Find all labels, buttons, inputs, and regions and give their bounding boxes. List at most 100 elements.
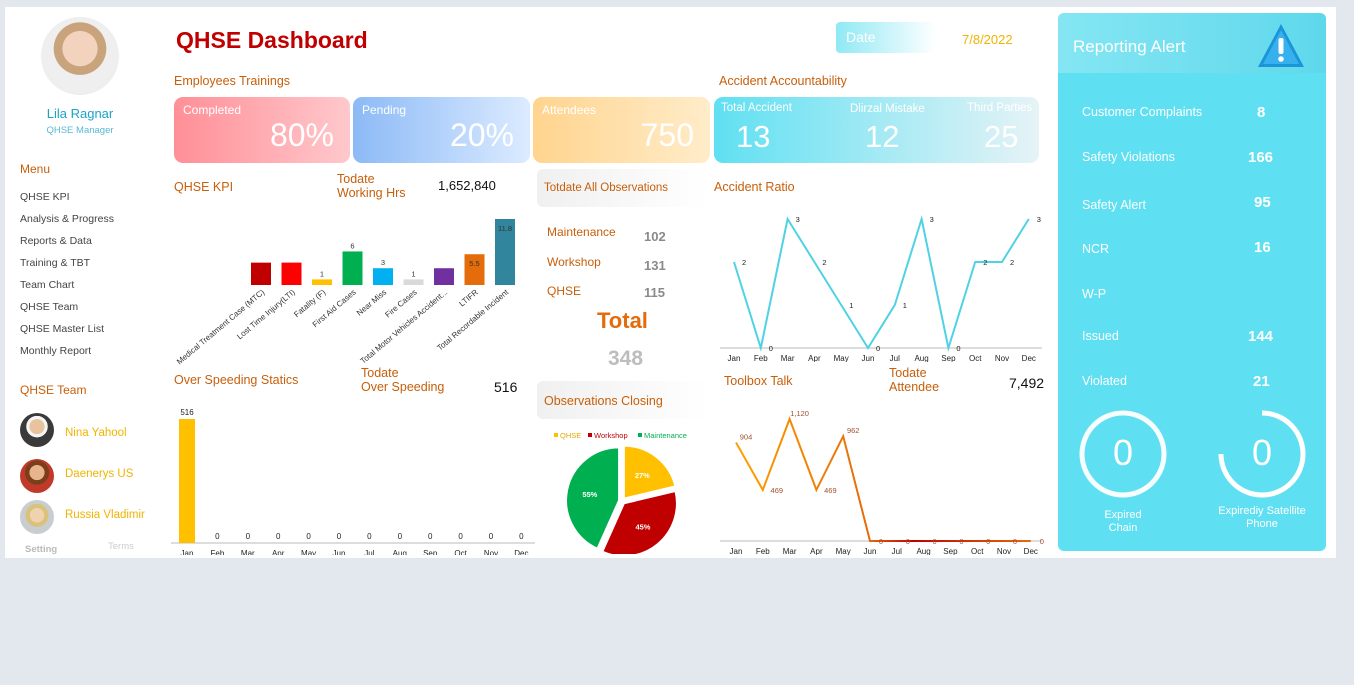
pie-legend-label: QHSE <box>560 431 581 440</box>
accident-card: Total Accident 13 Dlirzal Mistake 12 Thi… <box>714 97 1039 163</box>
menu-item-training-tbt[interactable]: Training & TBT <box>20 257 91 269</box>
speed-bar-label: 0 <box>428 532 433 541</box>
pie-slice-label: 55% <box>582 490 597 499</box>
menu-item-qhse-team[interactable]: QHSE Team <box>20 301 79 313</box>
menu-item-monthly-report[interactable]: Monthly Report <box>20 345 92 357</box>
ratio-month-label: Apr <box>808 354 821 362</box>
working-hrs-label: Todate <box>337 172 375 186</box>
menu-item-team-chart[interactable]: Team Chart <box>20 279 75 291</box>
team-member-name[interactable]: Russia Vladimir <box>65 509 145 521</box>
kpi-bar <box>342 251 363 285</box>
speed-bar-label: 0 <box>215 532 220 541</box>
date-label-box <box>836 22 936 53</box>
ratio-month-label: Oct <box>969 354 982 362</box>
kpi-bar <box>281 262 302 285</box>
pie-slice-label: 45% <box>635 522 650 531</box>
ratio-point-label: 1 <box>903 301 907 310</box>
ratio-month-label: Aug <box>914 354 928 362</box>
ratio-point-label: 0 <box>876 344 880 353</box>
ratio-point-label: 2 <box>983 258 987 267</box>
ratio-point-label: 3 <box>930 215 934 224</box>
user-role: QHSE Manager <box>46 125 114 136</box>
speed-bar-label: 0 <box>458 532 463 541</box>
ratio-month-label: Nov <box>995 354 1009 362</box>
pie-legend-label: Workshop <box>594 431 628 440</box>
team-member-name[interactable]: Nina Yahool <box>65 427 127 439</box>
kpi-bar <box>403 279 424 285</box>
menu-item-reports-data[interactable]: Reports & Data <box>20 235 92 247</box>
kpi-bar-label: 11.8 <box>498 224 512 233</box>
toolbox-month-label: Jan <box>730 547 743 555</box>
speed-bar-label: 0 <box>306 532 311 541</box>
speed-bar-label: 0 <box>489 532 494 541</box>
accident-ratio-title: Accident Ratio <box>714 180 795 194</box>
obs-row-label: Maintenance <box>547 225 616 239</box>
obs-row-label: QHSE <box>547 284 582 298</box>
speed-bar-label: 0 <box>276 532 281 541</box>
menu-title: Menu <box>20 162 51 176</box>
pie-slice <box>622 444 677 500</box>
setting-link[interactable]: Setting <box>25 544 58 555</box>
alert-value: 21 <box>1253 373 1270 390</box>
kpi-bar <box>495 219 515 285</box>
kpi-bar <box>464 254 485 285</box>
kpi-bar <box>312 279 332 285</box>
toolbox-month-label: May <box>836 547 851 555</box>
team-member-name[interactable]: Daenerys US <box>65 468 134 480</box>
ratio-series-line <box>733 215 1030 352</box>
speed-month-label: Nov <box>484 549 498 555</box>
ratio-month-label: Jul <box>890 354 900 362</box>
pie-legend-swatch <box>638 433 642 437</box>
warning-icon <box>1258 24 1304 67</box>
menu-item-qhse-kpi[interactable]: QHSE KPI <box>20 191 70 203</box>
menu-item-analysis-progress[interactable]: Analysis & Progress <box>20 213 114 225</box>
speed-month-label: Jun <box>333 549 346 555</box>
observations-title: Totdate All Observations <box>544 182 669 194</box>
toolbox-todate-value: 7,492 <box>1009 375 1045 391</box>
toolbox-series-line <box>735 416 1031 542</box>
speed-month-label: Mar <box>241 549 255 555</box>
toolbox-month-label: Mar <box>783 547 797 555</box>
toolbox-point-label: 962 <box>847 426 860 435</box>
alert-label: Customer Complaints <box>1082 105 1203 119</box>
attendees-value: 750 <box>640 117 694 153</box>
mistake-value: 12 <box>865 119 900 154</box>
ratio-point-label: 3 <box>796 215 800 224</box>
reporting-alert-panel: Reporting Alert Customer Complaints 8 Sa… <box>1058 13 1326 551</box>
speed-month-label: Oct <box>454 549 467 555</box>
speed-month-label: May <box>301 549 316 555</box>
page-title: QHSE Dashboard <box>176 27 368 53</box>
kpi-bar-label: 3 <box>381 258 385 267</box>
alert-value: 95 <box>1254 194 1271 211</box>
speed-bar <box>179 419 195 543</box>
user-avatar[interactable] <box>41 17 119 95</box>
speed-bar-label: 0 <box>367 532 372 541</box>
speeding-todate-label: Todate <box>361 366 399 380</box>
accident-title: Accident Accountability <box>719 74 847 88</box>
total-accident-value: 13 <box>736 119 771 154</box>
expired-phone-label-2: Phone <box>1246 518 1278 530</box>
terms-link[interactable]: Terms <box>108 541 134 552</box>
closing-header <box>537 381 707 419</box>
obs-total-value: 348 <box>608 347 644 370</box>
alert-label: Violated <box>1082 374 1127 388</box>
toolbox-month-label: Oct <box>971 547 984 555</box>
ratio-month-label: Feb <box>754 354 768 362</box>
team-member-avatar[interactable] <box>20 413 54 447</box>
toolbox-month-label: Feb <box>756 547 770 555</box>
toolbox-chart: 904Jan469Feb1,120Mar469Apr962May0Jun0Jul… <box>720 409 1044 555</box>
pie-slice <box>565 446 621 551</box>
ratio-point-label: 0 <box>956 344 960 353</box>
speed-bar-label: 0 <box>337 532 342 541</box>
team-member-avatar[interactable] <box>20 500 54 534</box>
toolbox-point-label: 469 <box>824 486 837 495</box>
speed-month-label: Apr <box>272 549 285 555</box>
third-parties-value: 25 <box>984 119 1019 154</box>
menu-item-qhse-master-list[interactable]: QHSE Master List <box>20 323 105 335</box>
kpi-title: QHSE KPI <box>174 180 234 194</box>
team-member-avatar[interactable] <box>20 459 54 493</box>
ratio-point-label: 2 <box>1010 258 1014 267</box>
expired-phone-gauge <box>1218 410 1306 498</box>
expired-phone-label: Expirediy Satellite <box>1218 505 1306 517</box>
speed-month-label: Aug <box>393 549 407 555</box>
